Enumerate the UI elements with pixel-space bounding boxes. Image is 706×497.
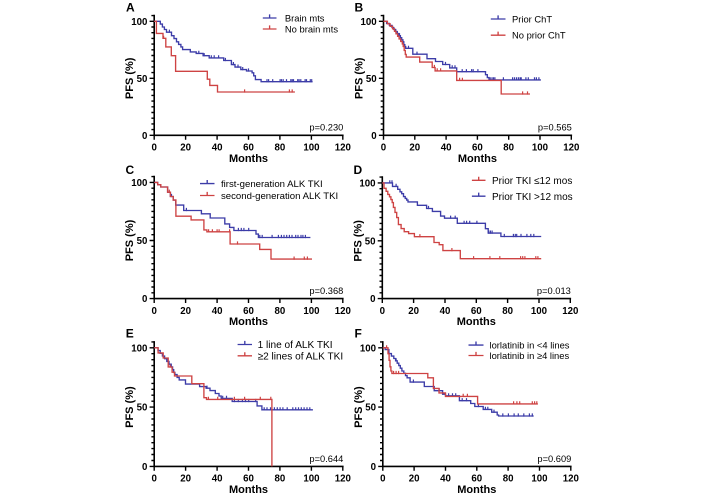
- svg-text:80: 80: [275, 143, 286, 154]
- svg-text:lorlatinib in ≥4 lines: lorlatinib in ≥4 lines: [490, 350, 570, 361]
- svg-text:80: 80: [275, 306, 286, 317]
- svg-text:0: 0: [152, 474, 157, 485]
- svg-text:120: 120: [335, 306, 351, 317]
- svg-text:100: 100: [361, 17, 377, 28]
- svg-text:20: 20: [180, 474, 191, 485]
- svg-text:first-generation ALK TKI: first-generation ALK TKI: [221, 179, 323, 190]
- svg-text:20: 20: [408, 306, 419, 317]
- svg-text:0: 0: [142, 294, 147, 305]
- svg-text:100: 100: [131, 17, 147, 28]
- svg-text:p=0.013: p=0.013: [537, 286, 571, 296]
- svg-text:Prior ChT: Prior ChT: [512, 13, 552, 24]
- svg-text:No brain mts: No brain mts: [285, 23, 338, 34]
- svg-text:20: 20: [409, 143, 420, 154]
- svg-text:F: F: [355, 326, 362, 340]
- svg-text:0: 0: [371, 131, 376, 142]
- svg-text:80: 80: [502, 306, 513, 317]
- svg-text:40: 40: [212, 474, 223, 485]
- svg-text:PFS (%): PFS (%): [353, 386, 365, 428]
- svg-text:100: 100: [531, 474, 547, 485]
- svg-text:0: 0: [370, 294, 375, 305]
- svg-text:50: 50: [366, 74, 377, 85]
- svg-text:Prior TKI ≤12 mos: Prior TKI ≤12 mos: [492, 176, 572, 187]
- svg-text:Months: Months: [457, 484, 496, 496]
- svg-text:40: 40: [441, 143, 452, 154]
- svg-text:100: 100: [532, 143, 548, 154]
- svg-text:60: 60: [471, 306, 482, 317]
- svg-text:40: 40: [212, 306, 223, 317]
- svg-text:40: 40: [212, 143, 223, 154]
- svg-text:PFS (%): PFS (%): [124, 386, 136, 428]
- svg-text:Months: Months: [457, 316, 496, 328]
- svg-text:D: D: [354, 163, 363, 177]
- svg-text:50: 50: [365, 403, 376, 414]
- svg-text:80: 80: [503, 143, 514, 154]
- svg-text:100: 100: [303, 306, 319, 317]
- svg-text:second-generation ALK TKI: second-generation ALK TKI: [221, 191, 338, 202]
- svg-text:80: 80: [503, 474, 514, 485]
- svg-text:E: E: [126, 326, 134, 340]
- svg-text:p=0.230: p=0.230: [309, 123, 343, 133]
- svg-text:PFS (%): PFS (%): [354, 57, 366, 99]
- svg-text:100: 100: [303, 143, 319, 154]
- svg-text:A: A: [126, 0, 135, 14]
- svg-text:0: 0: [142, 462, 147, 473]
- svg-text:50: 50: [137, 236, 148, 247]
- svg-text:No prior ChT: No prior ChT: [512, 30, 566, 41]
- svg-text:Months: Months: [229, 153, 268, 165]
- svg-text:100: 100: [360, 343, 376, 354]
- svg-text:p=0.609: p=0.609: [537, 454, 571, 464]
- svg-text:100: 100: [303, 474, 319, 485]
- svg-text:40: 40: [440, 306, 451, 317]
- svg-text:0: 0: [142, 131, 147, 142]
- svg-text:20: 20: [409, 474, 420, 485]
- svg-text:100: 100: [359, 179, 375, 190]
- svg-text:B: B: [355, 0, 364, 14]
- svg-text:120: 120: [563, 474, 579, 485]
- svg-text:0: 0: [380, 474, 385, 485]
- svg-text:0: 0: [152, 143, 157, 154]
- svg-text:40: 40: [440, 474, 451, 485]
- svg-text:60: 60: [471, 474, 482, 485]
- svg-text:Months: Months: [229, 484, 268, 496]
- svg-text:120: 120: [335, 474, 351, 485]
- svg-text:20: 20: [180, 306, 191, 317]
- svg-text:p=0.644: p=0.644: [309, 454, 343, 464]
- svg-text:0: 0: [371, 462, 376, 473]
- svg-text:PFS (%): PFS (%): [124, 57, 136, 99]
- svg-text:60: 60: [243, 143, 254, 154]
- svg-text:lorlatinib in <4 lines: lorlatinib in <4 lines: [490, 340, 570, 351]
- svg-text:PFS (%): PFS (%): [124, 219, 136, 261]
- svg-text:60: 60: [243, 306, 254, 317]
- svg-text:PFS (%): PFS (%): [352, 220, 364, 262]
- svg-text:p=0.565: p=0.565: [538, 123, 572, 133]
- svg-text:50: 50: [137, 74, 148, 85]
- svg-text:120: 120: [563, 143, 579, 154]
- svg-text:1 line of ALK TKI: 1 line of ALK TKI: [258, 340, 333, 351]
- svg-text:60: 60: [243, 474, 254, 485]
- svg-text:p=0.368: p=0.368: [309, 286, 343, 296]
- svg-text:Prior TKI >12 mos: Prior TKI >12 mos: [492, 192, 573, 203]
- svg-text:100: 100: [531, 306, 547, 317]
- svg-text:0: 0: [380, 306, 385, 317]
- svg-text:Months: Months: [229, 316, 268, 328]
- svg-text:80: 80: [275, 474, 286, 485]
- svg-text:0: 0: [152, 306, 157, 317]
- svg-text:Brain mts: Brain mts: [285, 12, 325, 23]
- svg-text:120: 120: [562, 306, 578, 317]
- svg-text:100: 100: [131, 178, 147, 189]
- svg-text:100: 100: [131, 343, 147, 354]
- svg-text:Months: Months: [458, 153, 497, 165]
- svg-text:C: C: [126, 163, 135, 177]
- svg-text:20: 20: [180, 143, 191, 154]
- svg-text:0: 0: [381, 143, 386, 154]
- svg-text:50: 50: [137, 403, 148, 414]
- svg-text:120: 120: [335, 143, 351, 154]
- svg-text:≥2 lines of ALK TKI: ≥2 lines of ALK TKI: [258, 351, 344, 362]
- svg-text:50: 50: [365, 236, 376, 247]
- svg-text:60: 60: [472, 143, 483, 154]
